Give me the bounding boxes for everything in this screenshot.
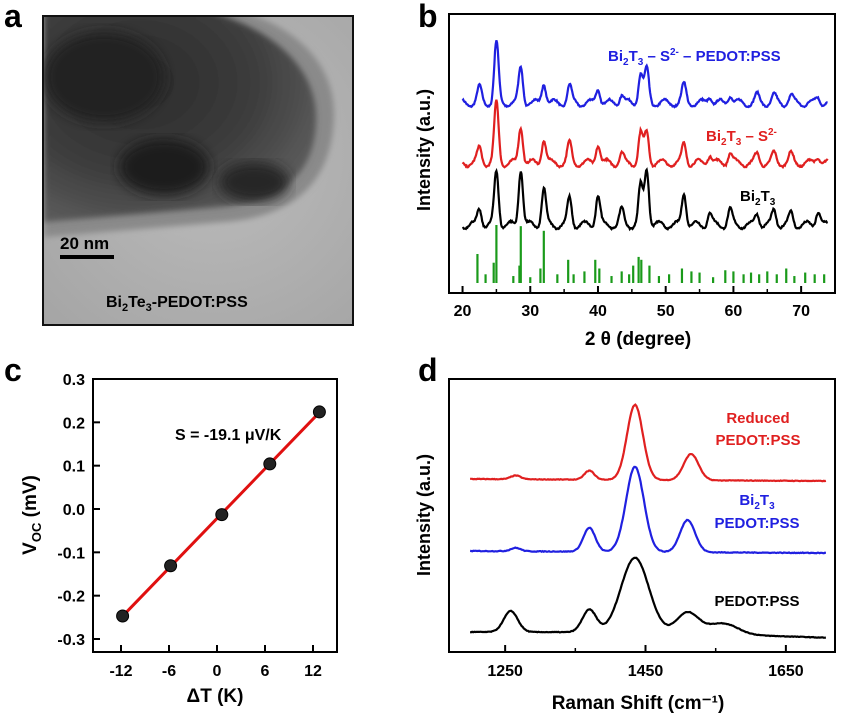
panel-letter-c: c	[4, 352, 22, 388]
raman-xtick-label: 1250	[487, 663, 523, 680]
seebeck-ytick-label: -0.3	[57, 632, 85, 649]
seebeck-data-point	[116, 609, 130, 623]
seebeck-xtick-label: -12	[109, 663, 132, 680]
xrd-xtick-label: 70	[792, 303, 810, 320]
xrd-xtick-label: 60	[725, 303, 743, 320]
scale-bar-label: 20 nm	[60, 234, 109, 253]
raman-series-line	[469, 465, 826, 555]
raman-label-black: PEDOT:PSS	[714, 593, 799, 610]
raman-frame	[448, 378, 836, 653]
xrd-ylabel: Intensity (a.u.)	[414, 89, 434, 211]
seebeck-ylabel: VOC (mV)	[20, 475, 44, 555]
xrd-label-red: Bi2T3 – S2-	[706, 127, 777, 148]
seebeck-ytick-label: -0.1	[57, 545, 85, 562]
tem-micrograph: 20 nm Bi2Te3-PEDOT:PSS	[42, 15, 354, 326]
xrd-xtick-label: 20	[454, 303, 472, 320]
panel-letter-b: b	[418, 0, 438, 34]
xrd-series-line	[461, 99, 829, 170]
seebeck-ytick-label: -0.2	[57, 589, 85, 606]
seebeck-data-point	[312, 405, 326, 419]
seebeck-data-point	[263, 457, 277, 471]
xrd-label-black: Bi2T3	[740, 188, 776, 208]
scale-bar	[60, 255, 114, 259]
seebeck-xtick-label: 0	[213, 663, 222, 680]
seebeck-ytick-label: 0.1	[63, 459, 85, 476]
raman-chart: 1250 1450 1650 Raman Shift (cm⁻¹) Intensit…	[414, 378, 836, 714]
seebeck-annotation: S = -19.1 μV/K	[175, 427, 282, 444]
xrd-label-blue: Bi2T3 – S2- – PEDOT:PSS	[608, 47, 781, 68]
seebeck-data-point	[215, 508, 229, 522]
seebeck-chart: -12 -6 0 6 12 -0.3 -0.2 -0.1 0.0 0.1 0.2 0.3 S = -1…	[20, 372, 338, 707]
raman-series-line	[469, 403, 827, 483]
xrd-chart: 20 30 40 50 60 70 2 θ (degree) Intensity (a.u…	[414, 13, 836, 350]
seebeck-ytick-label: 0.3	[63, 372, 85, 389]
seebeck-xtick-label: 6	[261, 663, 270, 680]
tem-image: 20 nm Bi2Te3-PEDOT:PSS	[44, 17, 352, 324]
raman-ylabel: Intensity (a.u.)	[414, 454, 434, 576]
xrd-xlabel: 2 θ (degree)	[585, 329, 691, 350]
xrd-series-line	[461, 167, 829, 232]
seebeck-xlabel: ΔT (K)	[187, 686, 244, 707]
xrd-xtick-label: 30	[521, 303, 539, 320]
seebeck-ytick-label: 0.2	[63, 415, 85, 432]
raman-xtick-label: 1450	[628, 663, 664, 680]
seebeck-xtick-label: -6	[162, 663, 176, 680]
tem-caption: Bi2Te3-PEDOT:PSS	[106, 294, 248, 314]
raman-label-red-2: PEDOT:PSS	[715, 432, 800, 449]
xrd-xtick-label: 40	[589, 303, 607, 320]
panel-letter-a: a	[4, 0, 22, 34]
seebeck-frame	[92, 378, 338, 653]
raman-xlabel: Raman Shift (cm⁻¹)	[552, 693, 725, 714]
raman-label-blue-2: PEDOT:PSS	[714, 515, 799, 532]
seebeck-data-point	[164, 559, 178, 573]
xrd-frame	[448, 13, 836, 294]
seebeck-xtick-label: 12	[304, 663, 322, 680]
panel-letter-d: d	[418, 352, 438, 388]
raman-label-red-1: Reduced	[726, 410, 789, 427]
xrd-series-line	[461, 40, 828, 109]
xrd-xtick-label: 50	[657, 303, 675, 320]
raman-xtick-label: 1650	[768, 663, 804, 680]
raman-label-blue-1: Bi2T3	[739, 492, 775, 512]
seebeck-ytick-label: 0.0	[63, 502, 85, 519]
raman-series-line	[469, 556, 826, 639]
